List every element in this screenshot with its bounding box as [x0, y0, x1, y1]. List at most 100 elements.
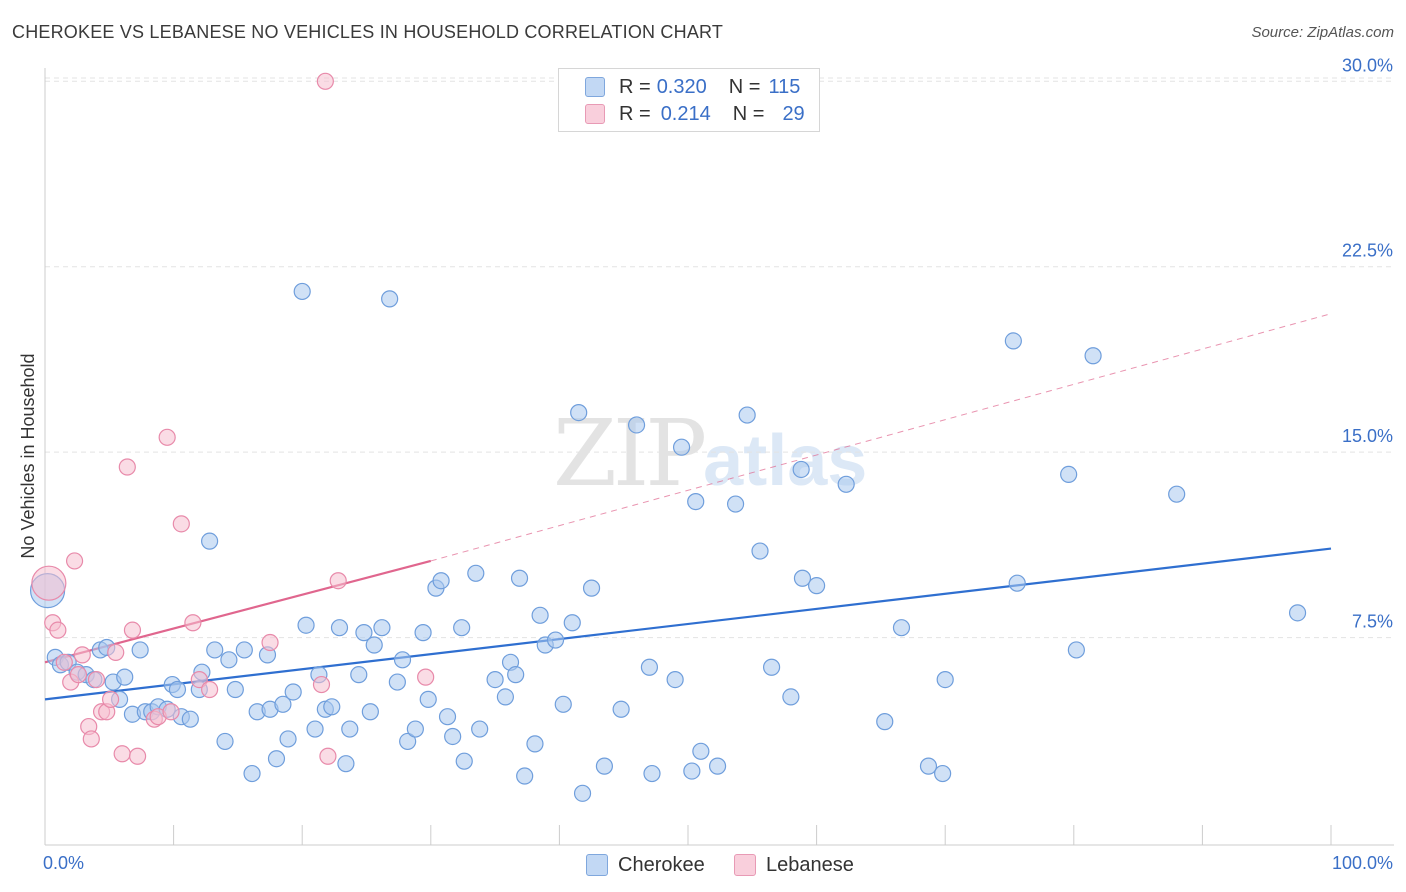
- cherokee-point: [640, 658, 659, 676]
- stats-legend: R = 0.320 N = 115 R = 0.214 N = 29: [558, 68, 820, 132]
- lebanese-point: [49, 621, 67, 639]
- lebanese-point: [319, 747, 337, 765]
- lebanese-point: [417, 668, 435, 686]
- legend-n-label: N =: [732, 102, 765, 125]
- cherokee-point: [399, 732, 417, 751]
- cherokee-point: [341, 720, 359, 738]
- cherokee-point: [388, 673, 406, 691]
- legend-r-label: R =: [619, 102, 651, 125]
- cherokee-legend-label: Cherokee: [618, 853, 705, 876]
- lebanese-point: [31, 565, 67, 601]
- cherokee-point: [531, 606, 549, 624]
- cherokee-point: [355, 624, 373, 642]
- lebanese-point: [128, 747, 147, 765]
- cherokee-point: [274, 695, 292, 713]
- cherokee-point: [373, 619, 391, 637]
- cherokee-point: [1288, 604, 1307, 622]
- cherokee-point: [612, 700, 630, 718]
- cherokee-trend-line: [44, 547, 1332, 701]
- cherokee-point: [782, 688, 800, 706]
- lebanese-point: [101, 690, 120, 708]
- cherokee-point: [432, 572, 450, 590]
- cherokee-point: [267, 750, 286, 768]
- cherokee-point: [323, 698, 341, 716]
- cherokee-swatch: [585, 77, 605, 97]
- cherokee-point: [226, 680, 244, 699]
- cherokee-point: [936, 671, 954, 689]
- cherokee-point: [919, 757, 938, 775]
- cherokee-point: [393, 651, 412, 669]
- x-tick-label: 0.0%: [43, 853, 84, 873]
- lebanese-point: [190, 671, 208, 689]
- chart-title: CHEROKEE VS LEBANESE NO VEHICLES IN HOUS…: [12, 22, 724, 42]
- cherokee-point: [350, 666, 368, 684]
- data-points: [29, 72, 1307, 802]
- axes: [44, 68, 1394, 846]
- cherokee-point: [381, 290, 399, 308]
- cherokee-point: [807, 577, 826, 595]
- cherokee-point: [131, 641, 149, 659]
- cherokee-point: [510, 569, 529, 587]
- cherokee-point: [361, 703, 379, 721]
- y-tick-label: 30.0%: [1342, 55, 1393, 75]
- legend-row-cherokee: R = 0.320 N = 115: [585, 75, 800, 99]
- lebanese-point: [329, 572, 347, 590]
- lebanese-point: [107, 643, 125, 662]
- cherokee-point: [892, 619, 911, 637]
- cherokee-point: [1060, 465, 1078, 484]
- lebanese-point: [312, 675, 331, 694]
- grid: [45, 77, 1394, 639]
- cherokee-point: [297, 616, 315, 634]
- cherokee-point: [453, 619, 471, 637]
- cherokee-point: [554, 695, 572, 713]
- legend-n-label: N =: [728, 75, 761, 98]
- cherokee-point: [1168, 485, 1186, 503]
- cherokee-point: [595, 757, 614, 775]
- cherokee-point: [306, 720, 324, 738]
- cherokee-point: [876, 713, 894, 731]
- cherokee-point: [365, 636, 383, 654]
- lebanese-point: [87, 671, 106, 689]
- cherokee-point: [406, 720, 424, 738]
- legend-row-lebanese: R = 0.214 N = 29: [585, 102, 805, 126]
- cherokee-legend-swatch: [586, 854, 608, 876]
- legend-r-value: 0.320: [656, 75, 707, 98]
- legend-r-value: 0.214: [660, 102, 711, 125]
- cherokee-point: [1067, 641, 1085, 659]
- lebanese-point: [65, 552, 84, 570]
- lebanese-point: [184, 614, 202, 632]
- cherokee-point: [627, 416, 646, 434]
- cherokee-point: [414, 624, 432, 642]
- lebanese-point: [118, 458, 136, 476]
- y-tick-label: 22.5%: [1342, 241, 1393, 261]
- y-tick-label: 15.0%: [1342, 426, 1393, 446]
- cherokee-point: [738, 406, 756, 424]
- cherokee-point: [582, 579, 601, 597]
- lebanese-point: [162, 703, 180, 721]
- trend-lines: [44, 313, 1332, 701]
- cherokee-point: [546, 631, 565, 649]
- cherokee-point: [570, 403, 588, 422]
- cherokee-point: [1084, 347, 1102, 365]
- cherokee-point: [934, 764, 952, 783]
- cherokee-point: [496, 688, 514, 706]
- lebanese-point: [316, 72, 334, 90]
- cherokee-point: [793, 569, 812, 587]
- cherokee-point: [201, 532, 219, 550]
- cherokee-point: [438, 708, 457, 726]
- bottom-legend-lebanese: Lebanese: [734, 852, 854, 878]
- cherokee-point: [243, 764, 261, 783]
- cherokee-point: [235, 641, 253, 659]
- x-tick-label: 100.0%: [1332, 853, 1393, 873]
- cherokee-point: [181, 710, 199, 728]
- cherokee-point: [419, 690, 437, 708]
- lebanese-point: [55, 653, 73, 671]
- lebanese-point: [172, 515, 190, 533]
- lebanese-point: [113, 745, 131, 763]
- cherokee-point: [330, 619, 349, 637]
- cherokee-point: [516, 767, 534, 785]
- cherokee-point: [792, 460, 810, 479]
- cherokee-point: [526, 735, 544, 753]
- cherokee-point: [837, 475, 855, 493]
